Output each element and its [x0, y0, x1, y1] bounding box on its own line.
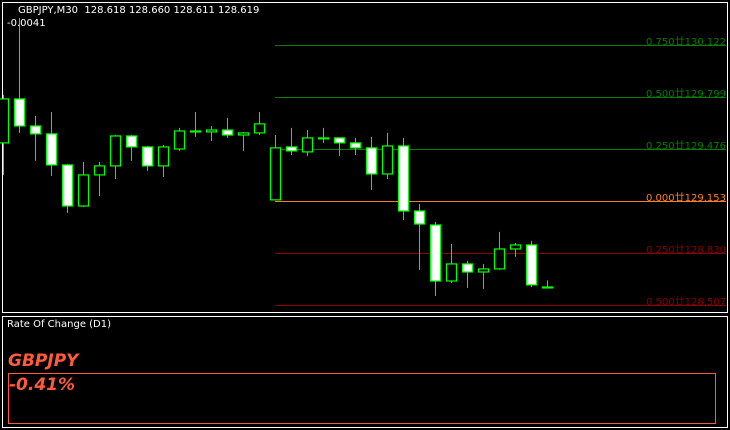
chart-header: GBPJPY,M30 128.618 128.660 128.611 128.6… [18, 5, 259, 16]
bearish-candle [365, 147, 378, 175]
bearish-candle [285, 146, 298, 152]
bullish-candle [157, 146, 170, 167]
bearish-candle [61, 164, 74, 207]
bearish-candle [189, 130, 202, 133]
bearish-candle [413, 210, 426, 225]
bearish-candle [349, 142, 362, 149]
bearish-candle [45, 133, 58, 166]
bullish-candle [381, 145, 394, 175]
bearish-candle [525, 244, 538, 286]
fib-level-label: 0.250廿129.476 [646, 140, 726, 152]
bearish-candle [141, 146, 154, 167]
indicator-value-label: -0.0041 [7, 18, 46, 29]
bearish-candle [333, 137, 346, 144]
fib-level-label: 0.500廿128.507 [646, 296, 726, 308]
bullish-candle [253, 123, 266, 134]
price-chart-panel[interactable] [2, 2, 728, 313]
fib-level-label: 0.500廿129.799 [646, 88, 726, 100]
bullish-candle [173, 130, 186, 150]
bullish-candle [541, 286, 554, 289]
bearish-candle [29, 125, 42, 135]
fib-level-label: 0.750廿130.122 [646, 36, 726, 48]
symbol-timeframe: GBPJPY,M30 [18, 5, 79, 16]
bullish-candle [0, 98, 10, 144]
bullish-candle [205, 129, 218, 133]
bearish-candle [397, 145, 410, 212]
bearish-candle [429, 224, 442, 282]
bullish-candle [269, 147, 282, 201]
bullish-candle [477, 268, 490, 273]
fib-level-label: 0.250廿128.830 [646, 244, 726, 256]
bullish-candle [301, 137, 314, 153]
bullish-candle [317, 137, 330, 140]
bullish-candle [445, 263, 458, 282]
bullish-candle [493, 248, 506, 270]
bullish-candle [77, 174, 90, 207]
ohlc-values: 128.618 128.660 128.611 128.619 [84, 5, 260, 16]
roc-symbol: GBPJPY [8, 351, 79, 371]
bearish-candle [221, 129, 234, 136]
roc-value: -0.41% [9, 375, 76, 395]
candlestick-chart[interactable] [0, 0, 730, 316]
bearish-candle [13, 98, 26, 127]
fib-level-label: 0.000廿129.153 [646, 192, 726, 204]
bullish-candle [237, 132, 250, 136]
bearish-candle [125, 135, 138, 148]
roc-value-box: -0.41% [8, 373, 716, 424]
bearish-candle [461, 263, 474, 273]
indicator-panel[interactable] [2, 316, 728, 428]
indicator-title: Rate Of Change (D1) [7, 319, 112, 330]
bullish-candle [93, 165, 106, 176]
bullish-candle [109, 135, 122, 167]
bullish-candle [509, 244, 522, 250]
